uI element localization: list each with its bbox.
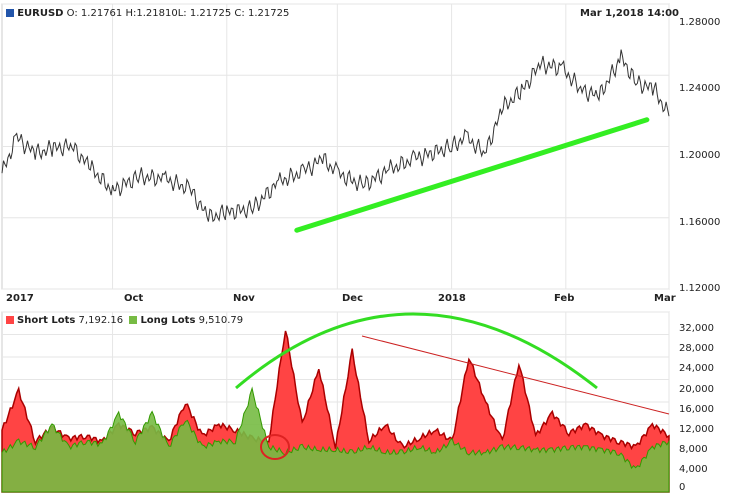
price-ytick: 1.16000 xyxy=(679,217,721,228)
close-value: 1.21725 xyxy=(247,8,290,19)
high-value: 1.21810 xyxy=(136,8,178,19)
low-value: 1.21725 xyxy=(189,8,232,19)
short-legend-label: Short Lots xyxy=(17,315,76,326)
price-series-line xyxy=(1,49,670,223)
red-circle-marker xyxy=(260,434,290,460)
low-label: L: xyxy=(177,8,187,19)
uptrend-line xyxy=(294,117,650,233)
long-legend-value: 9,510.79 xyxy=(198,315,244,326)
lots-legend: Short Lots 7,192.16 Long Lots 9,510.79 xyxy=(6,315,243,326)
price-ytick: 1.12000 xyxy=(679,283,721,294)
lots-ytick: 16,000 xyxy=(679,404,714,415)
open-label: O: xyxy=(66,8,78,19)
long-legend-swatch xyxy=(129,316,138,324)
red-downtrend-line xyxy=(361,335,670,415)
close-label: C: xyxy=(234,8,245,19)
lots-ytick: 12,000 xyxy=(679,424,714,435)
lots-ytick: 24,000 xyxy=(679,363,714,374)
xtick: Feb xyxy=(554,293,575,304)
xtick: 2018 xyxy=(438,293,466,304)
xtick: 2017 xyxy=(6,293,34,304)
lots-ytick: 32,000 xyxy=(679,323,714,334)
high-label: H: xyxy=(125,8,137,19)
lots-ytick: 0 xyxy=(679,482,686,493)
long-legend-label: Long Lots xyxy=(140,315,196,326)
green-arc-annotation xyxy=(235,312,598,390)
short-legend-swatch xyxy=(6,316,14,324)
xtick: Dec xyxy=(342,293,364,304)
open-value: 1.21761 xyxy=(80,8,123,19)
symbol-header: EURUSD O: 1.21761 H:1.21810L: 1.21725 C:… xyxy=(6,8,289,19)
price-ytick: 1.20000 xyxy=(679,150,721,161)
short-legend-value: 7,192.16 xyxy=(78,315,124,326)
lots-ytick: 4,000 xyxy=(679,464,708,475)
xtick: Mar xyxy=(654,293,676,304)
lots-ytick: 8,000 xyxy=(679,444,708,455)
lots-ytick: 20,000 xyxy=(679,384,714,395)
long-lots-area xyxy=(1,386,670,493)
xtick: Nov xyxy=(233,293,255,304)
lots-ytick: 28,000 xyxy=(679,343,714,354)
datetime-label: Mar 1,2018 14:00 xyxy=(580,8,680,19)
price-ytick: 1.24000 xyxy=(679,83,721,94)
symbol-icon xyxy=(6,9,14,17)
symbol-label: EURUSD xyxy=(17,8,64,19)
price-ytick: 1.28000 xyxy=(679,17,721,28)
xtick: Oct xyxy=(124,293,144,304)
